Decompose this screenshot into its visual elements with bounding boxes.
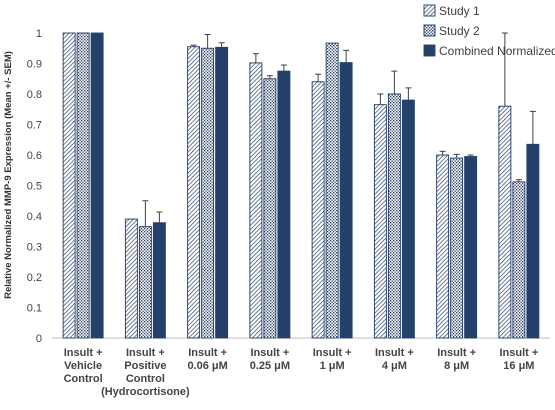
bar (450, 157, 464, 339)
y-tick-label: 0.3 (27, 242, 42, 254)
y-tick-label: 0.4 (27, 211, 42, 223)
legend-label: Study 2 (439, 24, 480, 38)
bar (152, 222, 166, 339)
bar (339, 62, 353, 339)
bar (464, 156, 478, 339)
bar (311, 81, 325, 339)
x-tick-label-line: Vehicle (64, 360, 102, 372)
y-tick-label: 0.1 (27, 303, 42, 315)
bar (436, 154, 450, 339)
x-tick-label-line: Insult + (126, 347, 165, 359)
x-tick-label-line: 8 μM (444, 360, 469, 372)
x-tick-label-line: Insult + (375, 347, 414, 359)
bar (201, 47, 215, 339)
legend-swatch (423, 24, 436, 37)
y-tick-label: 0.2 (27, 272, 42, 284)
x-tick-label-line: Insult + (64, 347, 103, 359)
x-tick-label-line: 0.06 μM (187, 360, 227, 372)
bar (124, 218, 138, 339)
x-tick-label-line: Insult + (250, 347, 289, 359)
x-tick-label-line: 4 μM (382, 360, 407, 372)
legend-swatch (423, 44, 436, 57)
bars (62, 32, 540, 339)
y-tick-label: 1 (36, 28, 42, 40)
legend: Study 1 Study 2 Combined Normalized (423, 4, 555, 58)
x-tick-label: Insult + Vehicle Control (64, 347, 103, 385)
bar (387, 93, 401, 339)
x-tick-label: Insult +16 μM (499, 347, 538, 372)
legend-label: Study 1 (439, 4, 480, 18)
bar (526, 143, 540, 339)
x-tick-label: Insult +8 μM (437, 347, 476, 372)
x-tick-label-line: (Hydrocortisone) (101, 386, 190, 398)
x-tick-label-line: Control (64, 373, 103, 385)
bar (373, 104, 387, 339)
x-tick-label-line: Positive (124, 360, 166, 372)
x-tick-label: Insult +4 μM (375, 347, 414, 372)
error-bars (142, 32, 536, 227)
x-tick-label-line: Control (126, 373, 165, 385)
x-tick-label-line: Insult + (499, 347, 538, 359)
x-tick-label-line: Insult + (188, 347, 227, 359)
bar (325, 42, 339, 339)
x-tick-label: Insult + Positive Control (Hydrocortisone) (101, 347, 190, 398)
y-tick-label: 0.8 (27, 89, 42, 101)
legend-label: Combined Normalized (439, 44, 555, 58)
bar (215, 46, 229, 339)
y-tick-label: 0.9 (27, 59, 42, 71)
x-tick-label-line: Insult + (437, 347, 476, 359)
y-tick-label: 0.5 (27, 181, 42, 193)
bar (90, 32, 104, 339)
bar (187, 46, 201, 339)
x-tick-label: Insult +0.06 μM (187, 347, 227, 372)
bar (76, 32, 90, 339)
bar (498, 105, 512, 339)
x-tick-label: Insult +1 μM (313, 347, 352, 372)
x-tick-label-line: 0.25 μM (250, 360, 290, 372)
bar (263, 78, 277, 339)
bar (138, 226, 152, 339)
y-tick-label: 0.7 (27, 120, 42, 132)
y-axis-label: Relative Normalized MMP-9 Expression (Me… (3, 51, 14, 299)
bar (277, 70, 291, 339)
bar (512, 181, 526, 339)
x-tick-label: Insult +0.25 μM (250, 347, 290, 372)
x-tick-label-line: Insult + (313, 347, 352, 359)
x-tick-label-line: 1 μM (320, 360, 345, 372)
bar (249, 62, 263, 339)
bar (62, 32, 76, 339)
y-tick-label: 0.6 (27, 150, 42, 162)
legend-swatch (423, 4, 436, 17)
y-tick-label: 0 (36, 333, 42, 345)
bar (401, 99, 415, 339)
x-tick-label-line: 16 μM (503, 360, 534, 372)
